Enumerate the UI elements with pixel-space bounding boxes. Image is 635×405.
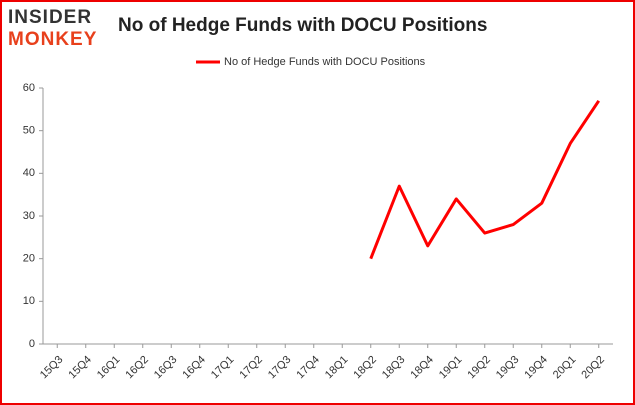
y-tick-label: 10 — [23, 295, 35, 307]
y-tick-label: 0 — [29, 338, 35, 350]
y-tick-label: 30 — [23, 210, 35, 222]
line-series — [369, 99, 600, 260]
logo-top: INSIDER — [8, 7, 92, 28]
y-tick-label: 50 — [23, 125, 35, 137]
y-tick-label: 40 — [23, 167, 35, 179]
y-tick-label: 20 — [23, 253, 35, 265]
y-tick-label: 60 — [23, 82, 35, 94]
logo-bottom: MONKEY — [8, 29, 97, 50]
chart-title: No of Hedge Funds with DOCU Positions — [118, 15, 487, 36]
legend-label: No of Hedge Funds with DOCU Positions — [224, 56, 426, 68]
